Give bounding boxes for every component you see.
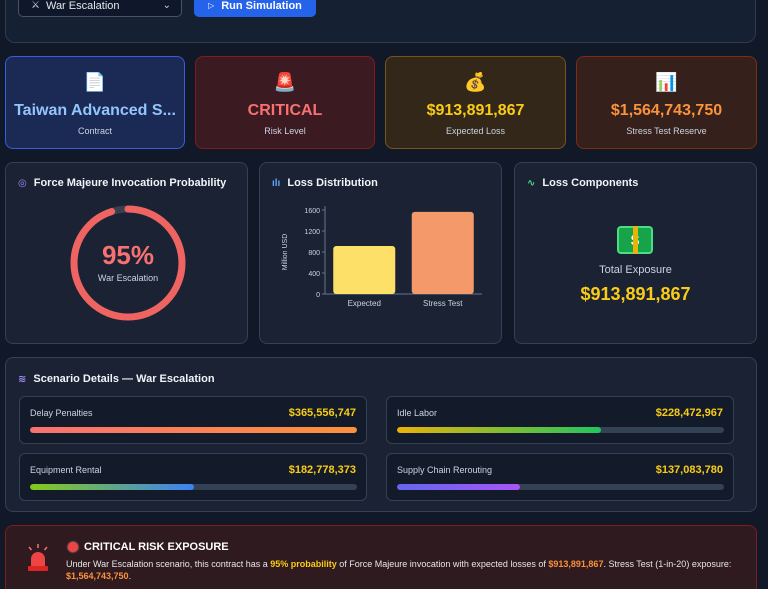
loss-component-idle-labor: Idle Labor $228,472,967: [386, 396, 734, 444]
play-icon: ▷: [208, 1, 215, 10]
component-value: $182,778,373: [288, 464, 356, 476]
probability-card-title: ◎ Force Majeure Invocation Probability: [18, 177, 227, 189]
alert-stress-exposure: $1,564,743,750: [66, 571, 129, 581]
component-value: $228,472,967: [655, 407, 723, 419]
loss-component-delay-penalties: Delay Penalties $365,556,747: [19, 396, 367, 444]
kpi-label: Expected Loss: [445, 126, 506, 136]
scenario-details-card: ≋ Scenario Details — War Escalation Dela…: [5, 357, 757, 512]
loss-component-equipment-rental: Equipment Rental $182,778,373: [19, 453, 367, 501]
y-tick-label: 1200: [304, 229, 320, 236]
siren-icon: [28, 544, 48, 571]
x-tick-label: Expected: [348, 299, 381, 308]
loss-distribution-card: ılı Loss Distribution 0 400 800 1200 1600 Mil…: [259, 162, 502, 344]
y-tick-label: 400: [308, 271, 320, 278]
kpi-value: CRITICAL: [247, 102, 323, 119]
loss-distribution-chart: 0 400 800 1200 1600 Million USD Expected Stress…: [282, 206, 482, 308]
bar-stress-test: [411, 211, 474, 294]
kpi-label: Risk Level: [264, 126, 306, 136]
bar-expected: [333, 246, 396, 294]
loss-components-card: ∿ Loss Components $ Total Exposure $913,…: [514, 162, 757, 344]
kpi-card-stress-test-reserve: 📊 $1,564,743,750 Stress Test Reserve: [576, 56, 757, 149]
chevron-down-icon: ⌄: [162, 0, 171, 11]
run-simulation-label: Run Simulation: [221, 0, 302, 12]
scenario-details-title: ≋ Scenario Details — War Escalation: [18, 373, 215, 385]
loss-distribution-title: ılı Loss Distribution: [272, 177, 378, 189]
component-progress-track: [397, 484, 724, 490]
kpi-label: Stress Test Reserve: [626, 126, 707, 136]
target-icon: ◎: [18, 177, 27, 189]
total-exposure-label: Total Exposure: [599, 264, 672, 276]
siren-icon: 🚨: [273, 72, 297, 92]
run-simulation-button[interactable]: ▷ Run Simulation: [194, 0, 316, 17]
x-tick-label: Stress Test: [423, 299, 463, 308]
red-circle-icon: [68, 542, 78, 552]
loss-components-title: ∿ Loss Components: [527, 177, 639, 189]
alert-expected-loss: $913,891,867: [548, 559, 604, 569]
total-exposure-value: $913,891,867: [580, 284, 691, 304]
bar-chart-icon: ılı: [272, 177, 281, 189]
kpi-value: $913,891,867: [426, 102, 525, 119]
probability-scenario: War Escalation: [97, 273, 159, 283]
alert-probability: 95% probability: [270, 559, 337, 569]
component-value: $137,083,780: [655, 464, 723, 476]
y-tick-label: 800: [308, 250, 320, 257]
component-value: $365,556,747: [288, 407, 356, 419]
kpi-card-risk-level: 🚨 CRITICAL Risk Level: [195, 56, 375, 149]
component-label: Supply Chain Rerouting: [397, 465, 493, 475]
probability-card: ◎ Force Majeure Invocation Probability 9…: [5, 162, 248, 344]
component-label: Equipment Rental: [30, 465, 102, 475]
bar-chart-icon: 📊: [655, 72, 678, 92]
component-label: Idle Labor: [397, 408, 438, 418]
alert-title: CRITICAL RISK EXPOSURE: [68, 541, 229, 553]
activity-icon: ∿: [527, 177, 536, 189]
component-progress-fill: [397, 427, 602, 433]
document-icon: 📄: [83, 72, 107, 92]
alert-message: Under War Escalation scenario, this cont…: [66, 559, 732, 581]
money-bag-icon: 💰: [464, 72, 487, 92]
banknote-icon: $: [617, 226, 653, 254]
y-tick-label: 0: [316, 292, 320, 299]
kpi-card-contract: 📄 Taiwan Advanced S... Contract: [5, 56, 185, 149]
y-tick-label: 1600: [304, 208, 320, 215]
loss-component-supply-chain-rerouting: Supply Chain Rerouting $137,083,780: [386, 453, 734, 501]
y-axis-label: Million USD: [282, 234, 289, 271]
component-progress-track: [397, 427, 724, 433]
component-progress-fill: [30, 427, 357, 433]
critical-risk-alert: CRITICAL RISK EXPOSURE Under War Escalat…: [5, 525, 757, 589]
component-progress-track: [30, 427, 357, 433]
layers-icon: ≋: [18, 373, 27, 385]
kpi-label: Contract: [77, 126, 112, 136]
kpi-value: $1,564,743,750: [610, 102, 723, 119]
crossed-swords-icon: ⚔: [31, 0, 40, 11]
kpi-card-expected-loss: 💰 $913,891,867 Expected Loss: [385, 56, 566, 149]
probability-gauge: [70, 205, 186, 321]
scenario-select[interactable]: ⚔ War Escalation ⌄: [18, 0, 182, 17]
scenario-select-value: War Escalation: [45, 0, 120, 12]
component-label: Delay Penalties: [30, 408, 93, 418]
gauge-arc: [70, 205, 186, 321]
component-progress-fill: [397, 484, 520, 490]
probability-value: 95%: [101, 240, 155, 270]
component-progress-fill: [30, 484, 194, 490]
component-progress-track: [30, 484, 357, 490]
kpi-value: Taiwan Advanced S...: [14, 102, 176, 119]
